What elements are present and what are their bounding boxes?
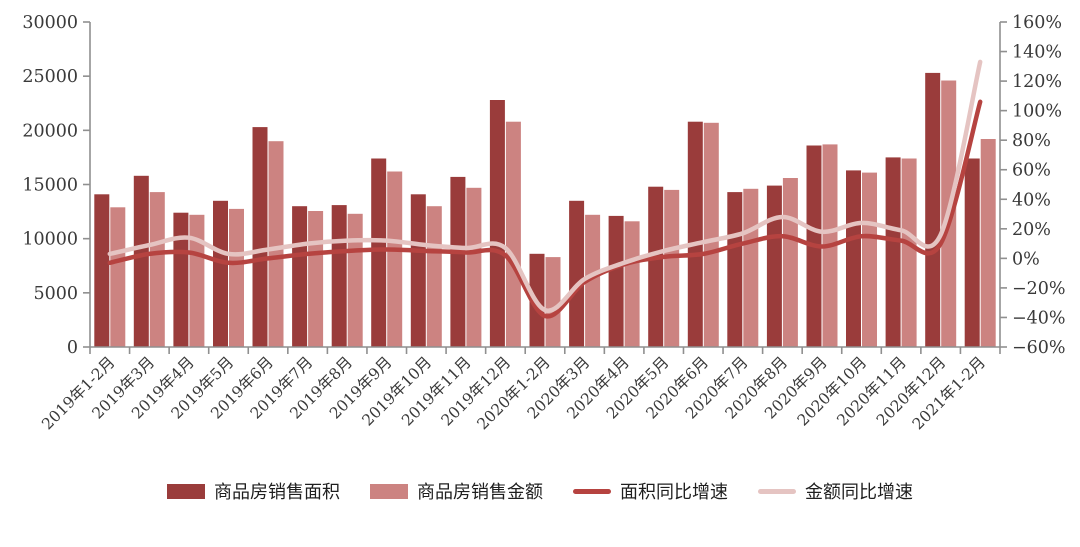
left-tick-label: 25000 [22, 67, 78, 87]
legend-item-sales-value: 商品房销售金额 [370, 478, 543, 504]
bar [766, 185, 782, 347]
legend-swatch-sales-area [167, 483, 205, 499]
bar [133, 175, 149, 347]
line-area-yoy [107, 99, 983, 319]
bar [925, 72, 941, 348]
right-tick-label: 160% [1012, 13, 1062, 33]
legend-label-sales-area: 商品房销售面积 [214, 482, 340, 503]
bar [489, 100, 505, 347]
bar [426, 206, 442, 347]
legend-swatch-value-yoy [758, 488, 796, 494]
right-tick-label: 100% [1012, 102, 1062, 122]
chart-canvas: 0 5000 10000 15000 20000 25000 30000 −60% −40% −2… [22, 13, 1066, 433]
legend-label-value-yoy: 金额同比增速 [805, 482, 913, 503]
bar [703, 122, 719, 347]
lines-layer [107, 59, 983, 319]
bar [846, 170, 861, 347]
legend-swatch-sales-value [370, 483, 408, 499]
axes-layer [83, 21, 1007, 354]
bar [268, 141, 284, 347]
bar [664, 189, 680, 347]
right-tick-label: 140% [1012, 43, 1062, 63]
legend-label-area-yoy: 面积同比增速 [620, 482, 728, 503]
bar [189, 214, 205, 347]
line-value-yoy [107, 59, 983, 313]
right-tick-label: −20% [1012, 279, 1066, 299]
bar [229, 208, 244, 347]
bar [410, 194, 426, 348]
bar [782, 178, 798, 347]
right-tick-label: 20% [1012, 220, 1051, 240]
bar [862, 172, 877, 347]
legend-item-area-yoy: 面积同比增速 [573, 478, 728, 504]
bar [331, 205, 347, 347]
bar [624, 221, 640, 347]
right-tick-label: 40% [1012, 190, 1051, 210]
bar [466, 187, 482, 348]
bar [964, 158, 980, 347]
bar [608, 215, 624, 347]
right-tick-label: 60% [1012, 161, 1051, 181]
right-tick-label: 0% [1012, 249, 1040, 269]
bar [901, 158, 917, 347]
legend-label-sales-value: 商品房销售金额 [417, 482, 543, 503]
bar [94, 194, 110, 348]
bar [347, 213, 363, 348]
bar [648, 186, 664, 347]
bar [308, 211, 324, 347]
right-tick-label: 80% [1012, 131, 1051, 151]
bars-layer [94, 72, 996, 348]
bar [213, 200, 228, 348]
bar [885, 157, 901, 347]
left-tick-label: 15000 [22, 176, 78, 196]
bar [727, 192, 743, 347]
bar [687, 121, 703, 347]
bar [505, 121, 521, 347]
bar [292, 206, 308, 347]
bar [149, 192, 165, 347]
bar-series-1 [110, 80, 996, 348]
legend-item-sales-area: 商品房销售面积 [167, 478, 340, 504]
left-tick-label: 10000 [22, 230, 78, 250]
legend-item-value-yoy: 金额同比增速 [758, 478, 913, 504]
bar [585, 214, 601, 347]
bar [450, 176, 466, 347]
bar [252, 127, 268, 347]
left-tick-label: 0 [67, 338, 78, 358]
bar [110, 207, 126, 348]
left-tick-label: 20000 [22, 121, 78, 141]
legend-swatch-area-yoy [573, 488, 611, 494]
bar [980, 139, 996, 347]
bar-series-0 [94, 72, 980, 348]
left-tick-label: 30000 [22, 13, 78, 33]
bar [387, 171, 403, 347]
right-tick-label: 120% [1012, 72, 1062, 92]
legend: 商品房销售面积 商品房销售金额 面积同比增速 金额同比增速 [0, 478, 1080, 504]
right-tick-label: −40% [1012, 308, 1066, 328]
left-tick-label: 5000 [33, 284, 78, 304]
bar [545, 257, 561, 347]
bar [743, 188, 759, 347]
bar [173, 212, 189, 347]
right-tick-label: −60% [1012, 338, 1066, 358]
bar [371, 158, 387, 347]
bar [569, 200, 585, 348]
